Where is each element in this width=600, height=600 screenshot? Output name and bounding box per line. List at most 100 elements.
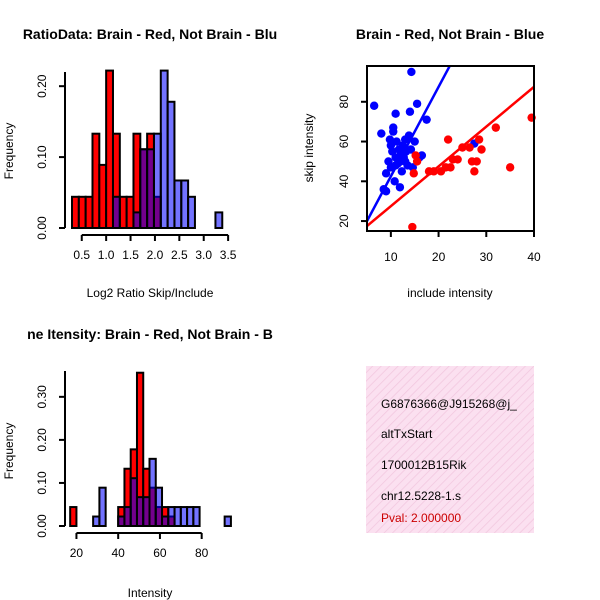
p1-y-tick-label: 0.20 <box>35 74 49 98</box>
scatter-point-red <box>412 157 422 166</box>
p1-bar-red <box>91 132 101 229</box>
p1-x-tick-label: 0.5 <box>73 248 90 262</box>
p3-x-tick-label: 40 <box>112 546 126 560</box>
p1-x-tick-label: 3.5 <box>220 248 237 262</box>
p1-x-tick-label: 1.5 <box>122 248 139 262</box>
p3-bar-blue <box>192 506 201 527</box>
p3-x-tick-label: 80 <box>195 546 209 560</box>
scatter-point-red <box>465 143 474 152</box>
p1-bar-red <box>71 195 80 230</box>
scatter-point-red <box>491 123 501 132</box>
intensity-histogram-xlabel: Intensity <box>128 586 173 600</box>
p1-bar-blue <box>214 211 224 229</box>
scatter-ylabel: skip intensity <box>302 114 316 183</box>
scatter-point-blue <box>412 99 422 108</box>
scatter-point-red <box>443 135 453 144</box>
scatter-point-blue <box>405 107 415 116</box>
info-chromosome: chr12.5228-1.s <box>381 489 461 503</box>
p1-bar-red <box>105 69 114 229</box>
scatter-x-tick-label: 20 <box>432 250 446 264</box>
info-panel-background <box>366 366 534 533</box>
ratio-histogram-title: RatioData: Brain - Red, Not Brain - Blu <box>23 26 277 42</box>
scatter-point-red <box>408 222 417 232</box>
p1-x-tick-label: 3.0 <box>195 248 212 262</box>
scatter-y-tick-label: 40 <box>337 174 351 188</box>
p1-y-tick-label: 0.10 <box>35 145 49 169</box>
scatter-point-blue <box>397 167 407 176</box>
intensity-histogram-ylabel: Frequency <box>2 423 16 480</box>
scatter-point-red <box>453 155 462 164</box>
scatter-point-blue <box>417 151 427 160</box>
scatter-point-red <box>446 163 455 172</box>
p3-bar-blue <box>98 486 107 527</box>
scatter-y-tick-label: 80 <box>337 95 351 109</box>
scatter-point-blue <box>377 129 386 138</box>
p1-x-tick-label: 1.0 <box>98 248 115 262</box>
scatter-point-red <box>429 167 438 176</box>
p1-bar-red <box>84 195 94 230</box>
scatter-point-blue <box>410 137 419 146</box>
scatter-x-tick-label: 10 <box>384 250 398 264</box>
p1-bar-blue <box>146 148 155 229</box>
scatter-x-tick-label: 30 <box>480 250 494 264</box>
p3-bar-red <box>69 506 78 527</box>
scatter-point-blue <box>422 115 431 124</box>
p1-bar-blue <box>187 195 196 230</box>
scatter-point-blue <box>381 169 391 178</box>
p1-bar-blue <box>111 195 121 230</box>
scatter-point-red <box>458 143 467 152</box>
p1-bar-blue <box>132 211 142 229</box>
scatter-point-red <box>474 135 484 144</box>
scatter-point-red <box>470 167 479 176</box>
p3-y-tick-label: 0.20 <box>35 428 49 452</box>
p1-bar-blue <box>159 69 169 229</box>
p1-bar-blue <box>152 132 162 229</box>
info-probe-id: G6876366@J915268@j_ <box>381 397 517 411</box>
p1-bar-blue <box>180 179 190 229</box>
p1-x-tick-label: 2.0 <box>147 248 164 262</box>
scatter-point-blue <box>391 109 400 118</box>
scatter-point-blue <box>385 135 395 144</box>
scatter-point-red <box>409 169 418 178</box>
scatter-point-blue <box>392 137 401 146</box>
scatter-y-tick-label: 20 <box>337 214 351 228</box>
p1-bar-red <box>98 163 108 230</box>
ratio-histogram-ylabel: Frequency <box>2 123 16 180</box>
info-gene-name: 1700012B15Rik <box>381 458 467 472</box>
scatter-point-blue <box>369 101 379 110</box>
scatter-point-red <box>472 157 481 166</box>
info-pval: Pval: 2.000000 <box>381 511 461 525</box>
scatter-point-red <box>477 145 486 154</box>
scatter-point-blue <box>404 131 414 140</box>
p1-bar-red <box>125 195 135 230</box>
p3-y-tick-label: 0.00 <box>35 514 49 538</box>
scatter-point-blue <box>389 127 398 136</box>
scatter-point-red <box>505 163 515 172</box>
intensity-histogram-title: ne Itensity: Brain - Red, Not Brain - B <box>27 326 273 342</box>
intensity-scatter: Brain - Red, Not Brain - Blue include in… <box>302 26 544 300</box>
scatter-title: Brain - Red, Not Brain - Blue <box>356 26 544 42</box>
info-panel: G6876366@J915268@j_ altTxStart 1700012B1… <box>366 366 534 533</box>
scatter-point-blue <box>406 145 416 154</box>
p1-x-tick-label: 2.5 <box>171 248 188 262</box>
scatter-y-tick-label: 60 <box>337 135 351 149</box>
scatter-point-blue <box>381 187 391 196</box>
p1-y-tick-label: 0.00 <box>35 216 49 240</box>
p3-bar-blue <box>154 486 164 527</box>
p1-bar-red <box>118 195 128 230</box>
scatter-point-blue <box>407 67 416 77</box>
intensity-histogram: ne Itensity: Brain - Red, Not Brain - B … <box>2 326 273 600</box>
ratio-histogram: RatioData: Brain - Red, Not Brain - Blu … <box>2 26 277 300</box>
p1-bar-blue <box>166 100 176 229</box>
scatter-frame <box>366 65 535 232</box>
p1-bar-red <box>77 195 87 230</box>
scatter-xlabel: include intensity <box>407 286 492 300</box>
info-event-type: altTxStart <box>381 427 433 441</box>
scatter-x-tick-label: 40 <box>527 250 541 264</box>
scatter-point-blue <box>395 183 405 192</box>
p3-bar-blue <box>223 515 232 527</box>
p3-x-tick-label: 60 <box>153 546 167 560</box>
ratio-histogram-xlabel: Log2 Ratio Skip/Include <box>87 286 214 300</box>
p3-x-tick-label: 20 <box>70 546 84 560</box>
